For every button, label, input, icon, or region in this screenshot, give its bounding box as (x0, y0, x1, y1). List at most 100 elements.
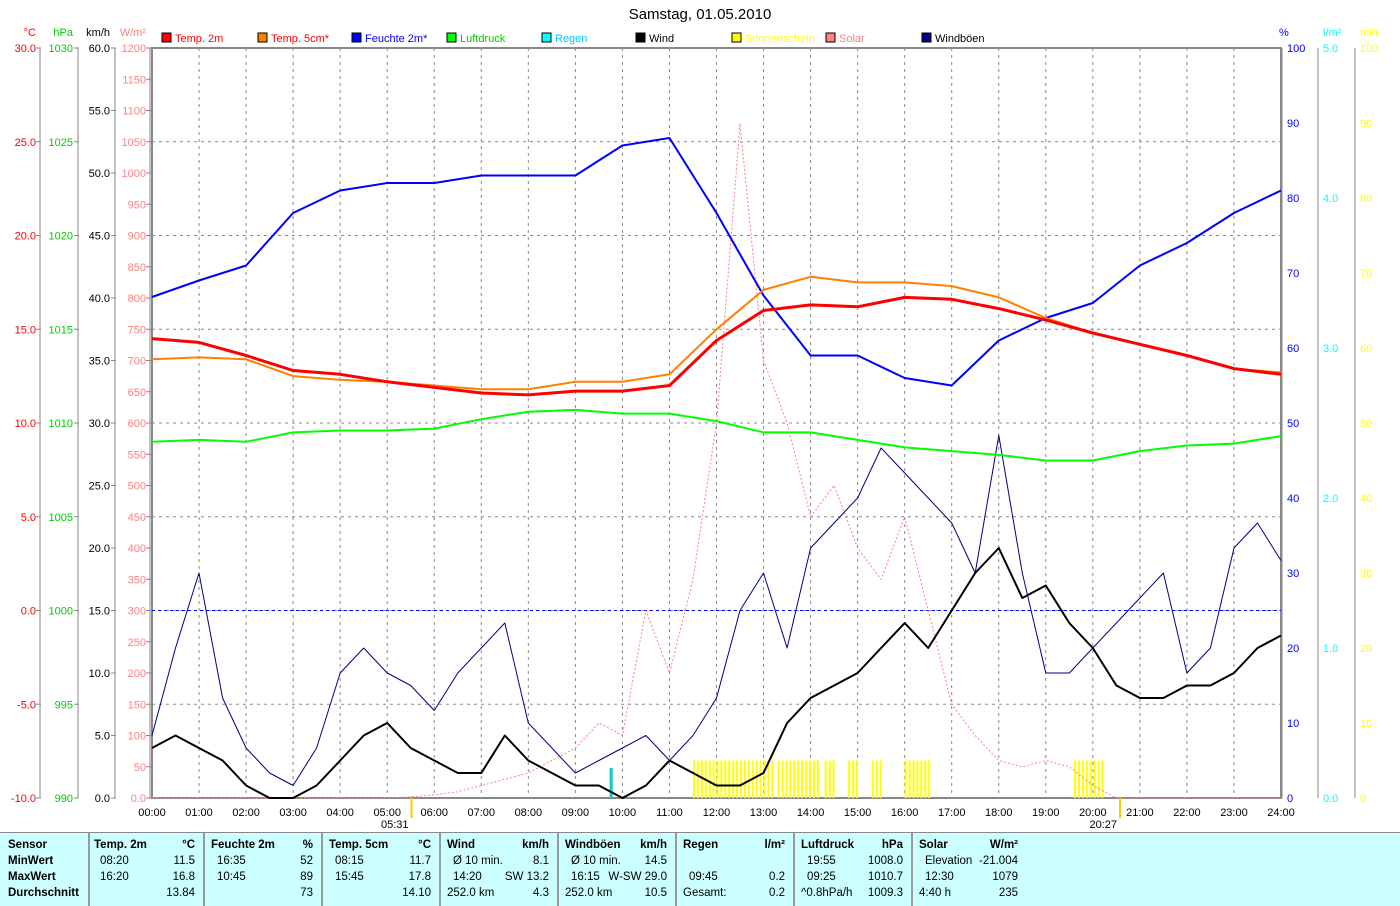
solar-line (152, 123, 1281, 799)
sunshine-bar (692, 760, 695, 798)
sunshine-bar (912, 760, 915, 798)
solar-tick-label: 900 (128, 231, 146, 243)
sunshine-bar (724, 760, 727, 798)
solar-axis-unit: W/m² (120, 27, 147, 39)
solar-tick-label: 50 (134, 762, 146, 774)
x-tick-label: 00:00 (138, 807, 166, 819)
solar-tick-label: 0.0 (131, 793, 146, 805)
humidity-tick-label: 40 (1287, 493, 1299, 505)
x-tick-label: 24:00 (1267, 807, 1295, 819)
column-windb-en: Windböen km/h Ø 10 min. 16:15 252.0 km 14.5 W-… (559, 833, 677, 906)
x-tick-label: 06:00 (420, 807, 448, 819)
pressure-tick-label: 1030 (49, 43, 73, 55)
sunshine-bar (832, 760, 835, 798)
cell-value: 13.84 (166, 887, 195, 899)
cell-time: 15:45 (335, 871, 364, 883)
solar-tick-label: 1050 (122, 137, 146, 149)
column-header: Temp. 5cm (329, 839, 389, 851)
cell-value: SW 13.2 (504, 871, 549, 883)
sunshine-bar (852, 760, 855, 798)
column-wind: Wind km/h Ø 10 min. 14:20 252.0 km 8.1 SW 13.2… (441, 833, 559, 906)
sunshine-bar (875, 760, 878, 798)
series-feuchte-2m- (151, 137, 1282, 387)
cell-time: ^0.8hPa/h (801, 887, 853, 899)
column-unit: km/h (522, 839, 549, 851)
column-unit: hPa (881, 839, 903, 851)
cell-time: 252.0 km (447, 887, 495, 899)
cell-time: Gesamt: (683, 887, 727, 899)
solar-tick-label: 850 (128, 262, 146, 274)
sunshine-bar (728, 760, 731, 798)
cell-time: 16:15 (571, 871, 600, 883)
sunshine-bar (805, 760, 808, 798)
column-temp-5cm: Temp. 5cm °C 08:15 15:45 11.7 17.8 14.10 (323, 833, 441, 906)
humidity-tick-label: 30 (1287, 568, 1299, 580)
legend-swatch (446, 32, 457, 43)
humidity-tick-label: 80 (1287, 193, 1299, 205)
x-tick-label: 22:00 (1173, 807, 1201, 819)
temp-tick-label: 30.0 (15, 43, 36, 55)
cell-value: 73 (300, 887, 313, 899)
sunshine-bar (712, 760, 715, 798)
rain-tick-label: 4.0 (1323, 193, 1338, 205)
sunshine-tick-label: 100 (1360, 43, 1378, 55)
column-unit: km/h (640, 839, 667, 851)
x-tick-label: 09:00 (562, 807, 590, 819)
column-unit: °C (182, 839, 195, 851)
pressure-tick-label: 1000 (49, 606, 73, 618)
legend-swatch (921, 32, 932, 43)
sunshine-bar (743, 760, 746, 798)
solar-tick-label: 700 (128, 356, 146, 368)
sunshine-bar (777, 760, 780, 798)
rain-tick-label: 1.0 (1323, 643, 1338, 655)
stats-table: Sensor MinWert MaxWert Durchschnitt Temp. 2m… (0, 832, 1400, 906)
cell-value: 1010.7 (867, 871, 903, 883)
sunshine-bar (928, 760, 931, 798)
solar-tick-label: 600 (128, 418, 146, 430)
x-tick-label: 16:00 (891, 807, 919, 819)
series-temp-2m (151, 295, 1282, 397)
cell-value: -21.004 (978, 855, 1018, 867)
legend-label: Windböen (935, 33, 985, 45)
humidity-tick-label: 100 (1287, 43, 1305, 55)
sunshine-bar (732, 760, 735, 798)
temp-tick-label: 10.0 (15, 418, 36, 430)
legend-swatch (351, 32, 362, 43)
legend-swatch (257, 32, 268, 43)
wind-axis-unit: km/h (86, 27, 110, 39)
sunshine-bar (696, 760, 699, 798)
solar-tick-label: 650 (128, 387, 146, 399)
row-label: MaxWert (8, 871, 56, 883)
rain-tick-label: 5.0 (1323, 43, 1338, 55)
humidity-tick-label: 50 (1287, 418, 1299, 430)
cell-value: 1008.0 (867, 855, 903, 867)
rain-axis-unit: l/m² (1323, 27, 1342, 39)
humidity-tick-label: 0 (1287, 793, 1293, 805)
rain-tick-label: 3.0 (1323, 343, 1338, 355)
cell-time: 252.0 km (565, 887, 613, 899)
column-header: Luftdruck (801, 839, 855, 851)
solar-tick-label: 1000 (122, 168, 146, 180)
wind-tick-label: 15.0 (89, 606, 110, 618)
column-regen: Regen l/m² 09:45 Gesamt: 0.2 0.2 (677, 833, 795, 906)
sunshine-bar (871, 760, 874, 798)
solar-tick-label: 200 (128, 668, 146, 680)
legend-label: Sonnenschein (745, 33, 815, 45)
cell-time: 08:15 (335, 855, 364, 867)
sunshine-bar (916, 760, 919, 798)
cell-time: 12:30 (925, 871, 954, 883)
sunshine-bar (797, 760, 800, 798)
humidity-tick-label: 10 (1287, 718, 1299, 730)
sunshine-bar (908, 760, 911, 798)
temp-tick-label: 25.0 (15, 137, 36, 149)
solar-tick-label: 100 (128, 731, 146, 743)
temp-tick-label: 15.0 (15, 324, 36, 336)
sunshine-bar (1101, 760, 1104, 798)
x-tick-label: 19:00 (1032, 807, 1060, 819)
legend-label: Regen (555, 33, 587, 45)
cell-time: Elevation (925, 855, 973, 867)
cell-time: 16:20 (100, 871, 129, 883)
cell-value: 4.3 (533, 887, 549, 899)
wind-tick-label: 40.0 (89, 293, 110, 305)
cell-time: Ø 10 min. (453, 855, 503, 867)
